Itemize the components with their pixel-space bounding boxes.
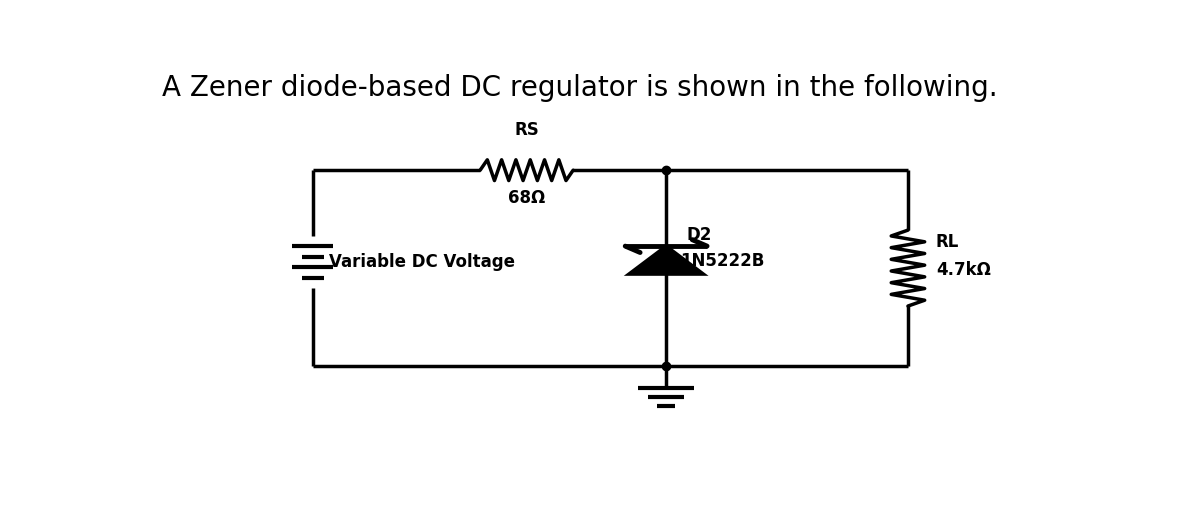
Text: Variable DC Voltage: Variable DC Voltage [330,253,516,271]
Text: A Zener diode-based DC regulator is shown in the following.: A Zener diode-based DC regulator is show… [162,74,997,102]
Polygon shape [629,246,703,274]
Text: 1N5222B: 1N5222B [680,252,764,270]
Text: 68Ω: 68Ω [508,189,545,207]
Text: RS: RS [515,121,539,139]
Text: 4.7kΩ: 4.7kΩ [936,261,991,279]
Text: D2: D2 [686,226,712,244]
Text: RL: RL [936,233,959,251]
